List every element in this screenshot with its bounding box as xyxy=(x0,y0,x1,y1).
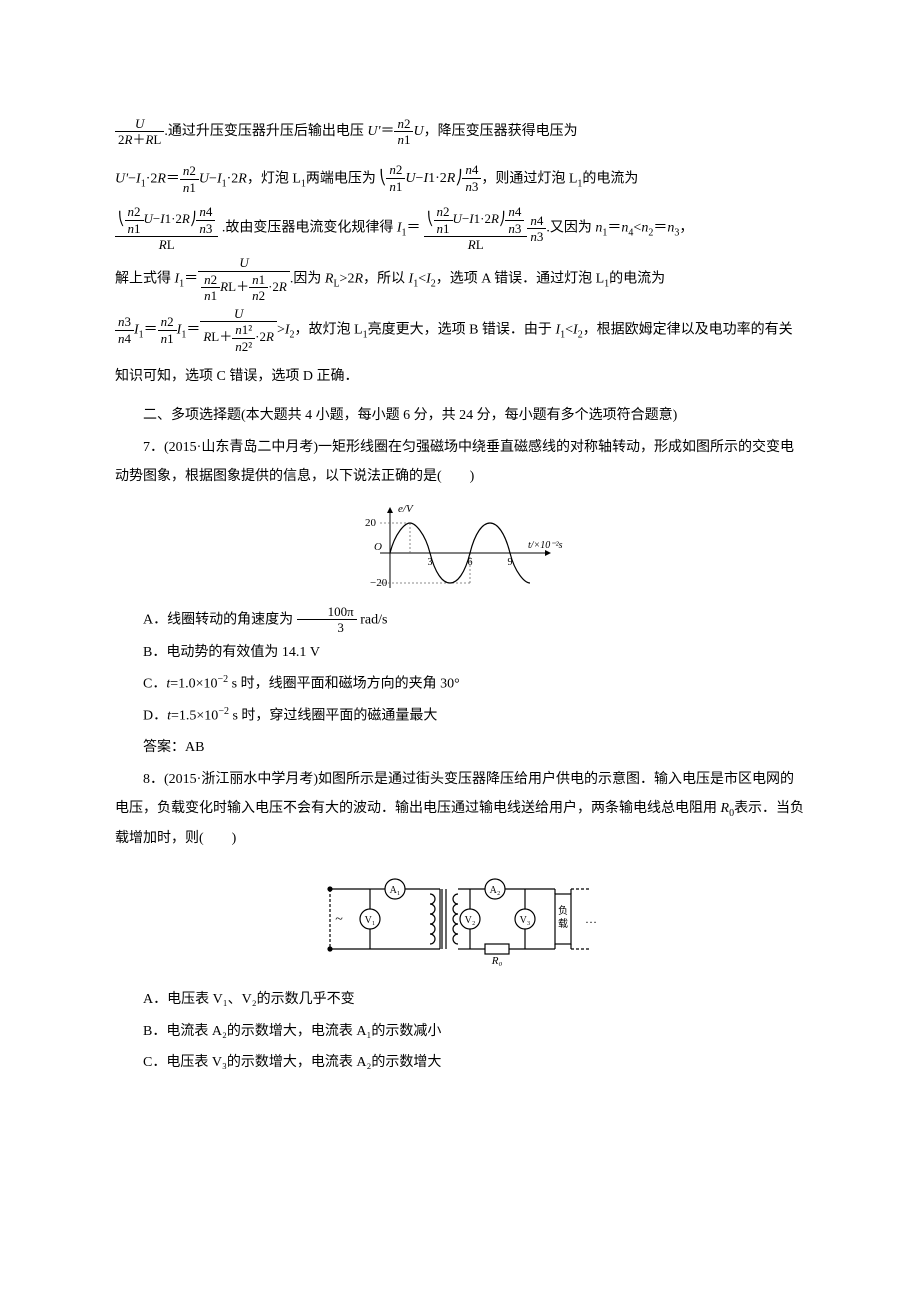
label-v1: V₁ xyxy=(365,915,376,926)
label-r0: R₀ xyxy=(491,955,503,967)
frac-sol-4: U n2n1RL＋n1n2·2R xyxy=(198,255,290,304)
label-v2: V₂ xyxy=(465,915,476,926)
graph-xtick-9: 9 xyxy=(508,557,513,568)
label-a1: A₁ xyxy=(390,885,401,896)
q7-option-b: B．电动势的有效值为 14.1 V xyxy=(115,638,805,667)
frac-sol-5: U RL＋n1²n2²·2R xyxy=(200,306,277,355)
q8-stem: 8．(2015·浙江丽水中学月考)如图所示是通过街头变压器降压给用户供电的示意图… xyxy=(115,765,805,854)
q8-circuit: A₁ A₂ V₁ V₂ V₃ R₀ 负 载 ~ … xyxy=(310,859,610,979)
graph-xlabel: t/×10⁻²s xyxy=(528,540,563,551)
q8-option-c: C．电压表 V₃的示数增大，电流表 A₂的示数增大 xyxy=(115,1048,805,1077)
solution-line-2: U'−I1·2R＝ n2 n1 U−I1·2R，灯泡 L1两端电压为 ⎝n2n1… xyxy=(115,157,805,202)
label-load-2: 载 xyxy=(558,918,568,930)
q8-option-a: A．电压表 V₁、V₂的示数几乎不变 xyxy=(115,985,805,1014)
q7-answer: 答案：AB xyxy=(115,733,805,762)
q7-stem: 7．(2015·山东青岛二中月考)一矩形线圈在匀强磁场中绕垂直磁感线的对称轴转动… xyxy=(115,433,805,492)
section-2-title: 二、多项选择题(本大题共 4 小题，每小题 6 分，共 24 分，每小题有多个选… xyxy=(115,401,805,430)
q7-option-c: C．t=1.0×10−2 s 时，线圈平面和磁场方向的夹角 30° xyxy=(115,669,805,699)
frac-2: n2 n1 xyxy=(394,116,413,148)
graph-ylabel: e/V xyxy=(398,503,414,515)
solution-line-1: U 2R＋RL .通过升压变压器升压后输出电压 U'＝ n2 n1 U，降压变压… xyxy=(115,110,805,155)
label-v3: V₃ xyxy=(520,915,531,926)
label-a2: A₂ xyxy=(490,885,501,896)
q8-option-b: B．电流表 A₂的示数增大，电流表 A₁的示数减小 xyxy=(115,1017,805,1046)
solution-line-4: 解上式得 I1＝ U n2n1RL＋n1n2·2R .因为 RL>2R，所以 I… xyxy=(115,255,805,304)
frac-big-1: ⎝n2n1U−I1·2R⎠n4n3 RL xyxy=(115,204,218,253)
graph-xtick-3: 3 xyxy=(428,557,433,568)
svg-text:O: O xyxy=(374,541,382,553)
q7-option-d: D．t=1.5×10−2 s 时，穿过线圈平面的磁通量最大 xyxy=(115,701,805,731)
q7-graph: e/V 20 −20 O 3 6 9 t/×10⁻²s xyxy=(340,498,580,598)
frac-3: n2 n1 xyxy=(180,163,199,195)
label-source: ~ xyxy=(335,912,343,927)
frac-big-2: ⎝n2n1U−I1·2R⎠n4n3 RL xyxy=(424,204,527,253)
frac-1: U 2R＋RL xyxy=(115,116,164,148)
graph-y-top: 20 xyxy=(365,517,377,529)
label-dots: … xyxy=(585,912,597,926)
graph-xtick-6: 6 xyxy=(468,557,473,568)
solution-line-3: ⎝n2n1U−I1·2R⎠n4n3 RL .故由变压器电流变化规律得 I1＝ ⎝… xyxy=(115,204,805,253)
label-load-1: 负 xyxy=(558,904,568,917)
q7-option-a: A．线圈转动的角速度为 100π3 rad/s xyxy=(115,604,805,636)
solution-line-5: n3n4I1＝n2n1I1＝ U RL＋n1²n2²·2R >I2，故灯泡 L1… xyxy=(115,306,805,400)
